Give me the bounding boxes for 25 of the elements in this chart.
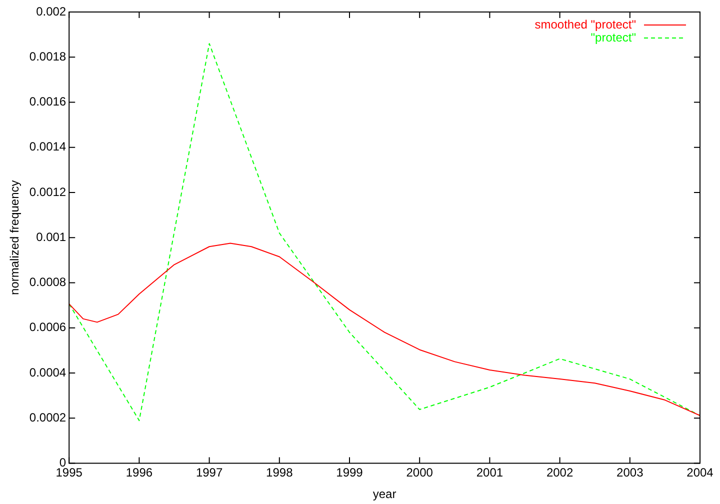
x-tick-label: 2000	[406, 466, 434, 480]
y-tick-label: 0.0004	[29, 365, 66, 380]
x-tick-label: 2003	[616, 466, 644, 480]
y-tick-label: 0.0016	[29, 94, 66, 109]
x-tick-label: 1999	[336, 466, 364, 480]
line-series	[69, 43, 700, 422]
y-tick-label: 0.0018	[29, 49, 66, 64]
x-tick-label: 2004	[686, 466, 714, 480]
y-tick-label: 0.001	[36, 230, 66, 244]
legend-label: "protect"	[590, 30, 636, 44]
y-axis-title: normalized frequency	[8, 180, 22, 295]
x-tick-label: 1995	[56, 466, 83, 480]
y-tick-label: 0.0002	[29, 410, 66, 424]
legend-label: smoothed "protect"	[534, 17, 636, 32]
x-tick-label: 2001	[476, 466, 504, 480]
x-tick-label: 1998	[266, 466, 294, 480]
x-tick-label: 1996	[126, 466, 153, 480]
y-tick-label: 0.0012	[29, 184, 66, 199]
y-tick-label: 0.0006	[29, 320, 66, 334]
x-axis-title: year	[372, 487, 396, 502]
y-tick-label: 0.0008	[29, 275, 66, 290]
x-tick-label: 1997	[196, 466, 223, 480]
y-tick-label: 0.0014	[29, 140, 66, 154]
x-tick-label: 2002	[546, 466, 574, 480]
y-tick-label: 0.002	[36, 4, 66, 18]
